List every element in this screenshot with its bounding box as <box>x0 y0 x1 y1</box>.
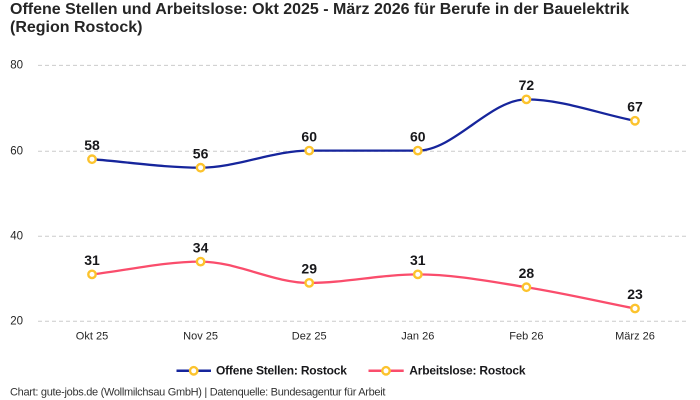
svg-text:Jan 26: Jan 26 <box>401 331 434 343</box>
svg-text:60: 60 <box>301 128 317 144</box>
svg-text:56: 56 <box>193 145 209 161</box>
svg-text:31: 31 <box>410 252 426 268</box>
svg-text:40: 40 <box>10 230 23 242</box>
svg-text:34: 34 <box>193 239 209 255</box>
svg-text:29: 29 <box>301 261 317 277</box>
svg-text:80: 80 <box>10 59 23 71</box>
svg-text:60: 60 <box>410 128 426 144</box>
svg-text:März 26: März 26 <box>615 331 655 343</box>
svg-text:Dez 25: Dez 25 <box>292 331 327 343</box>
svg-text:72: 72 <box>519 77 535 93</box>
svg-text:Offene Stellen: Rostock: Offene Stellen: Rostock <box>216 364 347 378</box>
svg-text:Feb 26: Feb 26 <box>509 331 543 343</box>
svg-text:Arbeitslose: Rostock: Arbeitslose: Rostock <box>409 364 526 378</box>
svg-text:23: 23 <box>627 286 643 302</box>
svg-text:28: 28 <box>519 265 535 281</box>
svg-text:31: 31 <box>84 252 100 268</box>
svg-text:60: 60 <box>10 145 23 157</box>
svg-text:Nov 25: Nov 25 <box>183 331 218 343</box>
svg-text:Chart: gute-jobs.de (Wollmilch: Chart: gute-jobs.de (Wollmilchsau GmbH) … <box>10 387 385 399</box>
svg-text:58: 58 <box>84 137 100 153</box>
svg-text:67: 67 <box>627 99 643 115</box>
svg-text:20: 20 <box>10 315 23 327</box>
svg-text:Okt 25: Okt 25 <box>76 331 108 343</box>
